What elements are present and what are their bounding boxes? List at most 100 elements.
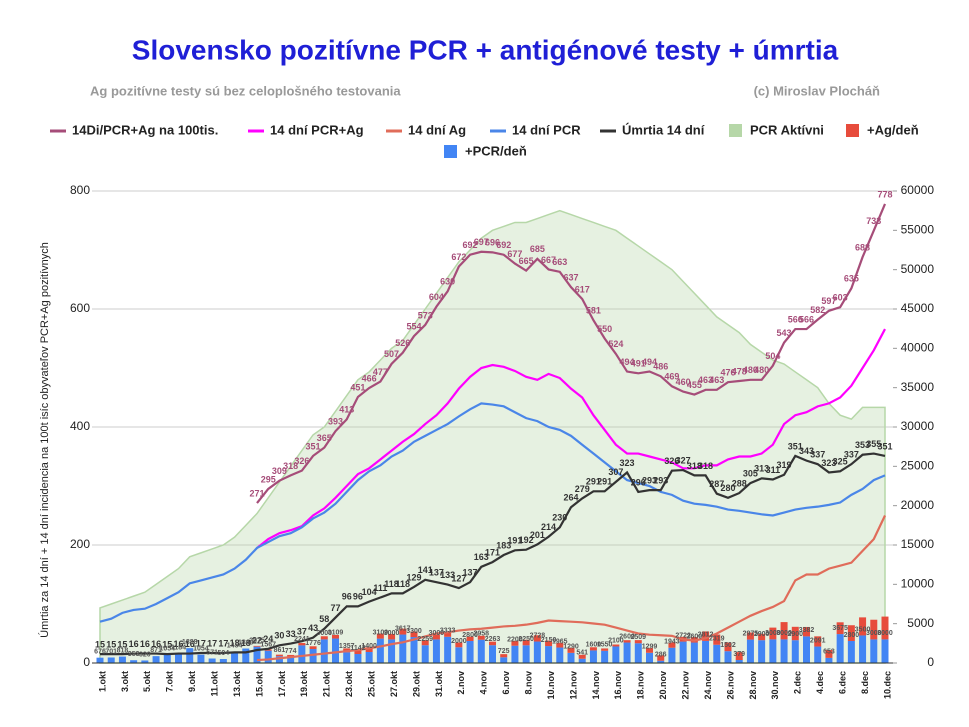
data-label: 18 (230, 638, 240, 648)
data-label: 291 (586, 477, 601, 487)
data-label: 17 (196, 638, 206, 648)
y2-tick-label: 5000 (907, 616, 934, 630)
bar (814, 646, 822, 663)
data-label: 305 (743, 468, 758, 478)
data-label: 15 (162, 640, 172, 650)
bar (859, 617, 867, 636)
data-label: 3000 (316, 630, 332, 637)
data-label: 573 (418, 310, 433, 320)
bar (791, 640, 799, 663)
bar (634, 643, 642, 663)
bar (242, 648, 250, 663)
data-label: 582 (810, 305, 825, 315)
bar (780, 639, 788, 663)
bar (444, 632, 452, 637)
data-label: 24 (263, 634, 273, 644)
bar (724, 651, 732, 663)
y2-tick-label: 10000 (901, 577, 935, 591)
bar (287, 654, 295, 657)
data-label: 663 (552, 257, 567, 267)
data-label: 491 (631, 359, 646, 369)
data-label: 463 (709, 375, 724, 385)
data-label: 293 (653, 476, 668, 486)
bar (623, 640, 631, 643)
data-label: 3500 (855, 626, 871, 633)
data-label: 96 (342, 592, 352, 602)
data-label: 3000 (877, 630, 893, 637)
y2-tick-label: 20000 (901, 498, 935, 512)
bar (612, 646, 620, 663)
data-label: 3300 (406, 628, 422, 635)
data-label: 379 (733, 651, 745, 658)
data-label: 476 (720, 368, 735, 378)
bar (847, 625, 855, 641)
x-tick-label: 8.dec (860, 671, 870, 694)
data-label: 337 (810, 450, 825, 460)
data-label: 320 (139, 651, 151, 658)
data-label: 526 (395, 338, 410, 348)
bar (332, 638, 339, 663)
x-tick-label: 16.nov (613, 671, 623, 700)
data-label: 480 (754, 365, 769, 375)
bar (421, 640, 429, 646)
data-label: 2800 (844, 632, 860, 639)
bar (589, 650, 597, 663)
data-label: 653 (823, 649, 835, 656)
data-label: 469 (664, 372, 679, 382)
data-label: 504 (765, 351, 780, 361)
bar (746, 639, 754, 663)
data-label: 581 (586, 306, 601, 316)
y-axis-title: Úmrtia za 14 dní + 14 dní incidencia na … (38, 242, 51, 638)
bar (287, 656, 295, 663)
data-label: 307 (608, 467, 623, 477)
y2-tick-label: 40000 (901, 341, 935, 355)
y2-tick-label: 60000 (901, 183, 935, 197)
y-tick-label: 800 (70, 183, 90, 197)
bar (545, 640, 553, 647)
bar (309, 649, 317, 663)
bar (376, 633, 384, 639)
data-label: 455 (687, 380, 702, 390)
data-label: 137 (429, 568, 444, 578)
bar (388, 633, 396, 640)
data-label: 2200 (507, 637, 523, 644)
data-label: 2091 (810, 637, 826, 644)
data-label: 3000 (765, 630, 781, 637)
data-label: 2150 (541, 637, 557, 644)
x-tick-label: 27.okt (389, 671, 399, 697)
bar (298, 645, 306, 663)
bar (746, 632, 754, 640)
bar (803, 626, 810, 637)
data-label: 183 (496, 540, 511, 550)
data-label: 486 (653, 362, 668, 372)
line (256, 328, 886, 549)
bar (365, 647, 373, 652)
bar (320, 636, 328, 640)
bar (354, 649, 362, 655)
data-label: 3000 (384, 630, 400, 637)
data-label: 696 (485, 238, 500, 248)
x-tick-label: 11.okt (210, 671, 220, 697)
data-label: 460 (676, 377, 691, 387)
data-label: 871 (150, 647, 162, 654)
x-tick-label: 31.okt (434, 671, 444, 697)
x-tick-label: 15.okt (254, 671, 264, 697)
bar (477, 639, 485, 663)
data-label: 58 (319, 614, 329, 624)
data-label: 111 (373, 583, 387, 593)
bar (545, 646, 553, 663)
legend-label: Úmrtia 14 dní (622, 122, 705, 137)
bar (376, 638, 384, 663)
subtitle: Ag pozitívne testy sú bez celoplošného t… (90, 83, 401, 98)
x-tick-label: 8.nov (524, 671, 534, 695)
data-label: 507 (384, 349, 399, 359)
data-label: 774 (285, 648, 297, 655)
bar (825, 657, 833, 663)
data-label: 1400 (361, 643, 377, 650)
bar (791, 626, 799, 641)
bar (477, 635, 485, 640)
data-label: 541 (576, 650, 588, 657)
bar (444, 636, 452, 663)
bar (197, 654, 205, 663)
data-label: 3000 (776, 630, 792, 637)
